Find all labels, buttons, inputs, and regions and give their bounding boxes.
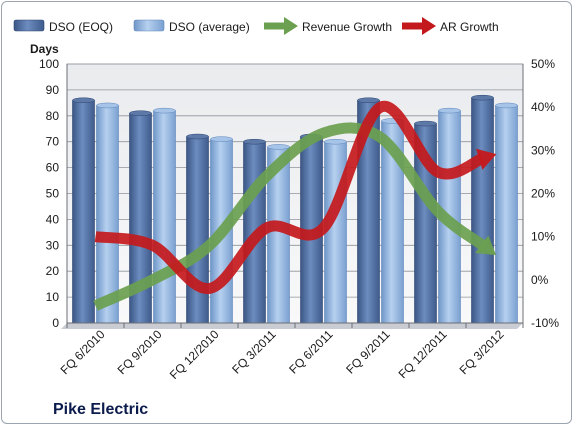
legend-arrowhead-revenue-growth <box>284 17 298 35</box>
bar-cap <box>267 144 290 150</box>
revenue-growth-line <box>93 122 488 311</box>
bar-dso-average <box>96 105 119 324</box>
x-tick-label: FQ 12/2010 <box>167 327 222 382</box>
legend-label-ar-growth: AR Growth <box>440 20 499 34</box>
bar-cap <box>129 110 152 116</box>
right-tick-label: 20% <box>531 187 555 201</box>
ar-growth-arrowhead <box>475 148 497 170</box>
bar-dso-average <box>153 110 176 324</box>
right-tick-label: 40% <box>531 100 555 114</box>
bar-dso-average <box>495 105 518 324</box>
bar-cap <box>414 120 437 127</box>
left-tick-label: 10 <box>46 290 60 304</box>
x-tick-label: FQ 6/2010 <box>58 327 108 377</box>
x-tick-label: FQ 3/2011 <box>229 327 279 377</box>
left-tick-label: 0 <box>52 316 59 330</box>
right-tick-label: 0% <box>531 273 549 287</box>
left-tick-label: 30 <box>46 238 60 252</box>
bar-cap <box>96 102 119 109</box>
left-tick-label: 60 <box>46 161 60 175</box>
chart-title: Pike Electric <box>53 401 148 418</box>
bar-dso-eoq <box>72 99 95 324</box>
left-tick-label: 20 <box>46 264 60 278</box>
bar-cap <box>186 133 209 140</box>
revenue-growth-arrowhead <box>475 235 497 256</box>
bar-cap <box>438 107 461 114</box>
left-tick-label: 40 <box>46 212 60 226</box>
growth-lines <box>93 100 497 311</box>
x-tick-label: FQ 9/2010 <box>115 327 165 377</box>
left-tick-label: 70 <box>46 135 60 149</box>
x-tick-label: FQ 3/2012 <box>457 327 507 377</box>
legend: DSO (EOQ) DSO (average) Revenue Growth AR G… <box>13 17 499 35</box>
legend-label-dso-eoq-: DSO (EOQ) <box>49 20 113 34</box>
bar-dso-average <box>324 141 347 324</box>
right-tick-label: -10% <box>531 316 559 330</box>
bar-cap <box>357 97 380 104</box>
chart-svg: DSO (EOQ) DSO (average) Revenue Growth AR G… <box>13 17 559 418</box>
left-axis-title: Days <box>30 42 59 56</box>
bar-cap <box>243 138 266 145</box>
right-tick-label: 10% <box>531 230 555 244</box>
bar-cap <box>72 97 95 104</box>
right-tick-label: 30% <box>531 143 555 157</box>
bar-cap <box>495 102 518 109</box>
bar-cap <box>153 107 176 114</box>
left-tick-label: 100 <box>39 57 59 71</box>
legend-swatch-dso-eoq- <box>13 19 45 32</box>
bars <box>72 94 518 324</box>
left-tick-label: 90 <box>46 83 60 97</box>
bar-dso-eoq <box>186 136 209 324</box>
ar-growth-line <box>94 100 485 294</box>
legend-swatch-dso-average- <box>133 19 165 32</box>
left-tick-label: 80 <box>46 109 60 123</box>
x-tick-label: FQ 6/2011 <box>286 327 336 377</box>
x-tick-label: FQ 12/2011 <box>396 327 450 381</box>
x-tick-label: FQ 9/2011 <box>343 327 393 377</box>
left-tick-label: 50 <box>46 187 60 201</box>
bar-dso-eoq <box>471 97 494 324</box>
bar-cap <box>324 138 347 145</box>
legend-label-revenue-growth: Revenue Growth <box>302 20 392 34</box>
legend-label-dso-average-: DSO (average) <box>169 20 250 34</box>
bar-cap <box>471 94 494 101</box>
right-tick-label: 50% <box>531 57 555 71</box>
plot-floor <box>61 323 523 329</box>
bar-cap <box>210 136 233 142</box>
legend-arrowhead-ar-growth <box>422 17 436 35</box>
